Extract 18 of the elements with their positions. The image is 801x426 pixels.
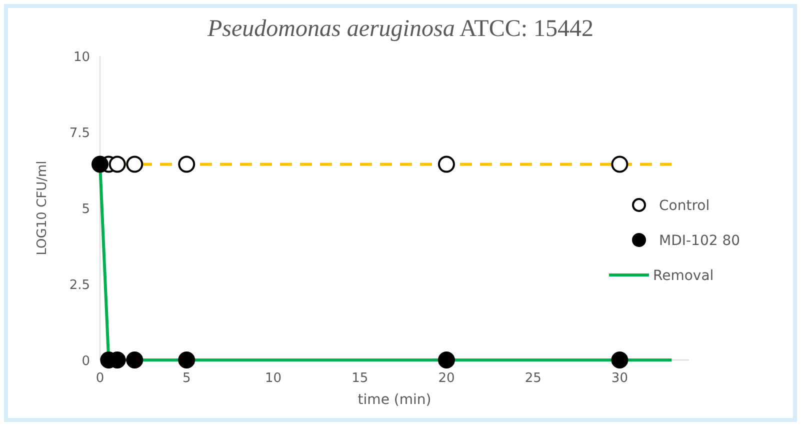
y-axis-title: LOG10 CFU/ml xyxy=(35,160,50,256)
chart-title: Pseudomonas aeruginosa ATCC: 15442 xyxy=(206,16,594,42)
y-tick-label: 10 xyxy=(73,50,90,65)
x-tick-label: 0 xyxy=(96,371,104,386)
y-tick-label: 2.5 xyxy=(69,278,90,293)
x-tick-label: 25 xyxy=(524,371,542,386)
legend-label: Removal xyxy=(653,268,714,284)
x-tick-label: 30 xyxy=(611,371,628,386)
x-tick-label: 20 xyxy=(438,371,455,386)
x-tick-label: 10 xyxy=(264,371,282,386)
legend-label: MDI-102 80 xyxy=(659,233,740,249)
x-tick-label: 5 xyxy=(182,371,191,386)
y-tick-label: 0 xyxy=(82,354,90,369)
x-axis-title: time (min) xyxy=(358,392,432,408)
y-tick-label: 7.5 xyxy=(69,126,90,141)
x-tick-label: 15 xyxy=(352,371,368,386)
legend-label: Control xyxy=(659,198,710,214)
y-tick-label: 5 xyxy=(82,202,90,217)
